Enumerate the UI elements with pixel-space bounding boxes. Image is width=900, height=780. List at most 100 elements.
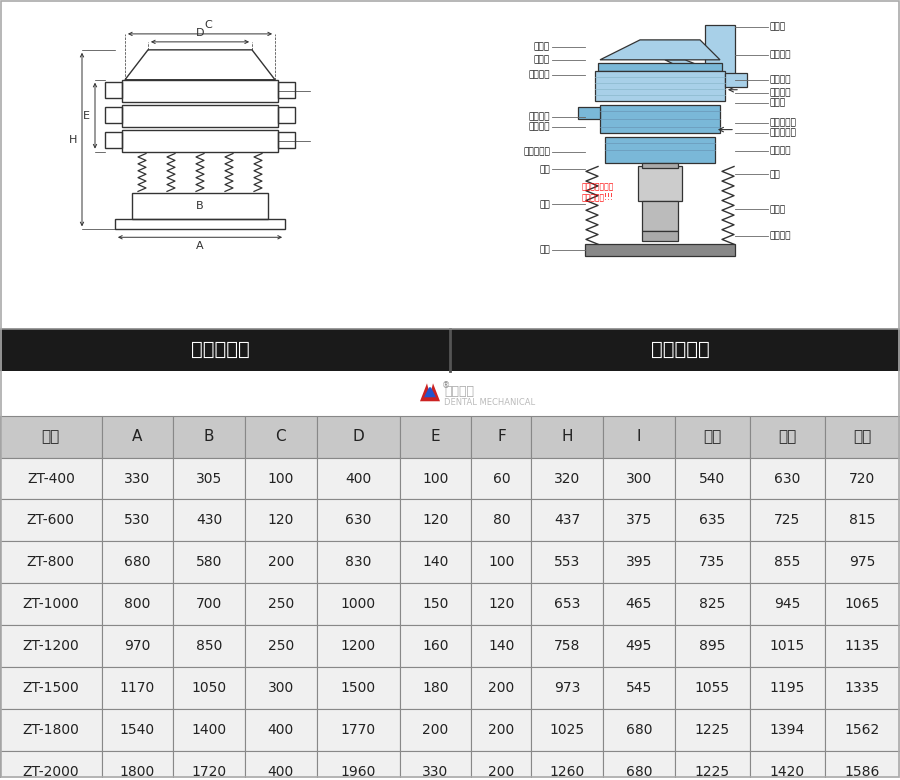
Text: 553: 553 [554,555,580,569]
Bar [638,166,682,201]
Text: 试机时去掉!!!: 试机时去掉!!! [582,192,614,201]
Bar [675,625,750,667]
Bar [750,667,825,709]
Bar [578,107,600,119]
Bar [245,625,317,667]
Bar [400,750,472,780]
Bar [750,625,825,667]
Bar [105,107,122,122]
Text: D: D [352,429,364,444]
Bar [400,458,472,499]
Bar [532,750,603,780]
Text: 120: 120 [267,513,294,527]
Bar [0,416,102,458]
Text: 725: 725 [774,513,800,527]
Text: 三层: 三层 [853,429,871,444]
Text: E: E [83,111,90,121]
Text: 180: 180 [422,681,449,695]
Bar [0,709,102,750]
Bar [595,71,725,101]
Bar [0,329,900,370]
Bar [245,541,317,583]
Bar [605,136,715,162]
Bar [122,80,278,101]
Bar [0,499,102,541]
Text: 530: 530 [124,513,150,527]
Bar [400,625,472,667]
Bar [400,667,472,709]
Text: 一般结构图: 一般结构图 [651,340,709,360]
Text: 球形清洁板: 球形清洁板 [770,118,796,127]
Polygon shape [665,60,735,80]
Text: 330: 330 [422,764,449,778]
Bar [750,750,825,780]
Bar [825,667,900,709]
Text: 1225: 1225 [695,723,730,737]
Bar [750,709,825,750]
Bar [174,667,245,709]
Bar [532,583,603,625]
Bar [675,709,750,750]
Bar [317,458,400,499]
Bar [472,750,532,780]
Bar [532,416,603,458]
Text: 825: 825 [699,597,725,612]
Text: 弹簧: 弹簧 [539,200,550,209]
Bar [317,583,400,625]
Text: ®: ® [442,381,450,390]
Text: 800: 800 [124,597,150,612]
Text: 1540: 1540 [120,723,155,737]
Text: 1335: 1335 [845,681,880,695]
Bar [603,750,675,780]
Text: D: D [196,28,204,38]
Bar [317,625,400,667]
Text: 辅助筛网: 辅助筛网 [770,51,791,59]
Bar [102,667,174,709]
Text: F: F [497,429,506,444]
Text: 1225: 1225 [695,764,730,778]
Text: 辅助筛网: 辅助筛网 [770,75,791,84]
Text: C: C [275,429,286,444]
Text: 700: 700 [196,597,222,612]
Text: 100: 100 [422,472,449,485]
Bar [122,105,278,126]
Text: 东京机械: 东京机械 [444,385,474,398]
Bar [532,625,603,667]
Text: 1050: 1050 [192,681,227,695]
Bar [0,583,102,625]
Text: 758: 758 [554,639,580,653]
Text: 束环: 束环 [539,165,550,174]
Text: A: A [132,429,143,444]
Bar [0,370,900,416]
Bar [472,667,532,709]
Text: 973: 973 [554,681,580,695]
Bar [603,709,675,750]
Text: 430: 430 [196,513,222,527]
Text: 120: 120 [488,597,515,612]
Text: 400: 400 [345,472,372,485]
Text: 1055: 1055 [695,681,730,695]
Text: 电动机: 电动机 [770,205,786,214]
Bar [174,416,245,458]
Text: 1420: 1420 [770,764,805,778]
Bar [400,583,472,625]
Bar [750,583,825,625]
Text: 绕外重锤板: 绕外重锤板 [770,128,796,137]
Bar [472,625,532,667]
Bar [675,667,750,709]
Bar [132,193,268,219]
Bar [102,709,174,750]
Text: 300: 300 [626,472,652,485]
Text: C: C [204,20,212,30]
Bar [245,667,317,709]
Text: 580: 580 [196,555,222,569]
Bar [825,750,900,780]
Text: B: B [204,429,214,444]
Bar [122,129,278,151]
Text: E: E [431,429,440,444]
Text: 型号: 型号 [41,429,60,444]
Text: 970: 970 [124,639,150,653]
Bar [675,416,750,458]
Bar [317,750,400,780]
Text: 1170: 1170 [120,681,155,695]
